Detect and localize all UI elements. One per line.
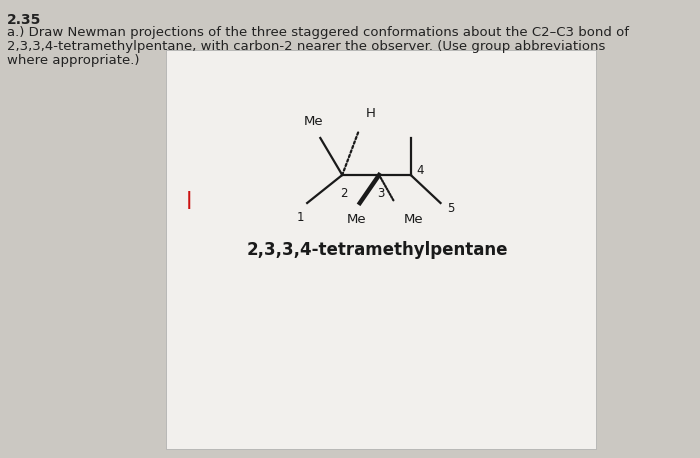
Text: Me: Me — [304, 115, 323, 128]
Text: 1: 1 — [296, 211, 304, 224]
FancyBboxPatch shape — [166, 50, 596, 449]
Text: 3: 3 — [377, 187, 384, 200]
Text: Me: Me — [404, 213, 424, 226]
Text: Me: Me — [346, 213, 366, 226]
Text: 2: 2 — [340, 187, 348, 200]
Text: 2,3,3,4-tetramethylpentane, with carbon-2 nearer the observer. (Use group abbrev: 2,3,3,4-tetramethylpentane, with carbon-… — [7, 40, 606, 53]
Text: 2,3,3,4-tetramethylpentane: 2,3,3,4-tetramethylpentane — [246, 241, 508, 259]
Text: a.) Draw Newman projections of the three staggered conformations about the C2–C3: a.) Draw Newman projections of the three… — [7, 26, 629, 39]
Text: where appropriate.): where appropriate.) — [7, 54, 139, 67]
Text: 4: 4 — [416, 164, 423, 176]
Text: H: H — [365, 107, 375, 120]
Text: 2.35: 2.35 — [7, 13, 41, 27]
Text: 5: 5 — [447, 202, 455, 214]
Text: |: | — [186, 191, 192, 209]
